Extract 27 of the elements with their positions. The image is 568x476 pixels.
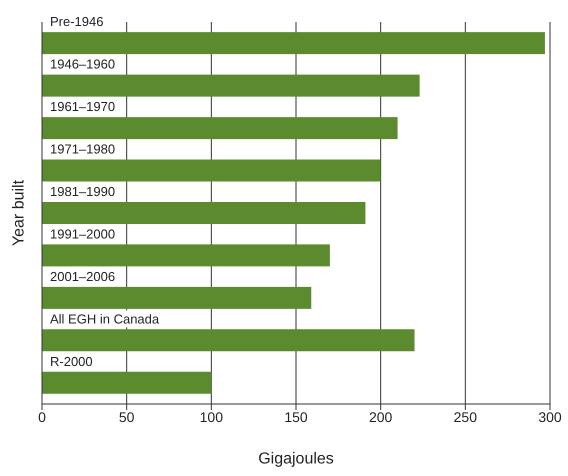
y-tick-label: 1946–1960 [50,56,116,72]
bar [42,329,415,352]
y-tick-label: 1991–2000 [50,226,116,242]
y-tick-label: 1981–1990 [50,184,116,199]
bar [42,74,420,97]
bar [42,372,212,394]
y-axis-title: Year built [10,179,28,246]
x-tick-label: 150 [284,408,308,425]
x-tick-label: 50 [118,408,135,425]
x-tick-label: 200 [368,408,393,425]
bar [42,32,545,54]
y-tick-label: All EGH in Canada [50,311,160,326]
x-tick-label: 100 [200,408,224,425]
x-tick-label: 300 [538,408,562,425]
y-tick-label: Pre-1946 [50,14,104,30]
y-tick-label: 2001–2006 [50,268,116,284]
bar [42,117,398,140]
bar [42,160,381,182]
x-tick-label: 0 [38,408,46,425]
bar [42,244,330,266]
y-tick-label: R-2000 [50,354,93,369]
y-tick-label: 1961–1970 [50,99,116,114]
x-axis-title: Gigajoules [258,450,334,468]
bar [42,202,366,224]
x-tick-label: 250 [454,408,478,425]
y-tick-label: 1971–1980 [50,142,116,157]
bar [42,286,312,309]
